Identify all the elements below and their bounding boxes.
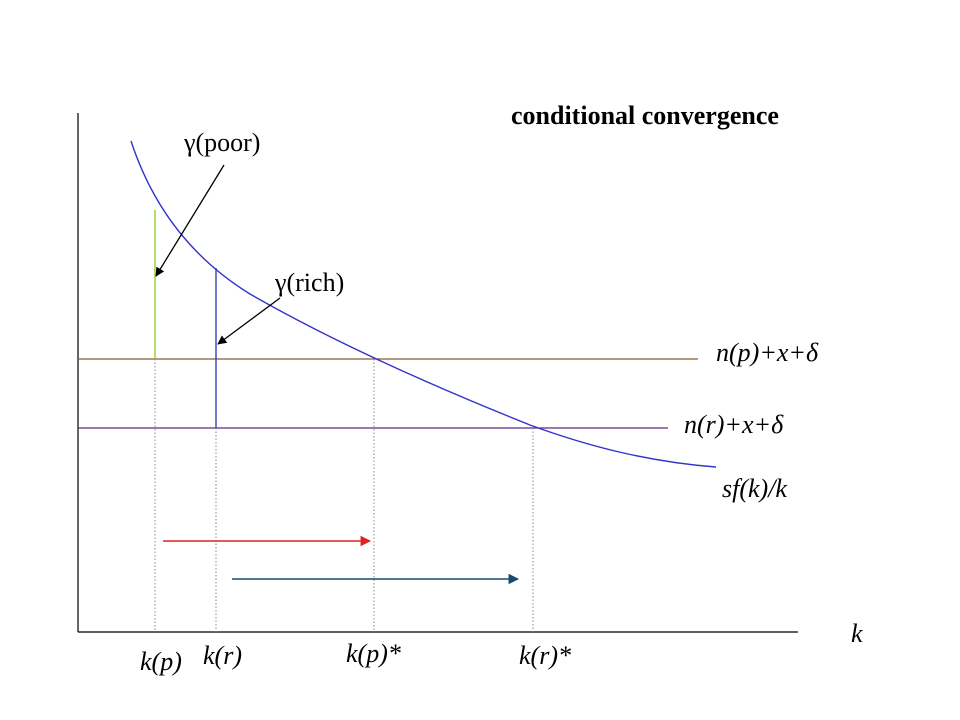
line-label-poor: n(p)+x+δ bbox=[716, 338, 819, 367]
k-label-rich: k(r) bbox=[203, 641, 242, 670]
growth-label-rich: γ(rich) bbox=[274, 268, 344, 297]
line-label-rich: n(r)+x+δ bbox=[684, 410, 784, 439]
pointer-arrow-rich bbox=[217, 297, 281, 345]
growth-label-poor: γ(poor) bbox=[183, 128, 260, 157]
sfk-curve bbox=[130, 140, 717, 468]
k-label-rich-star: k(r)* bbox=[519, 641, 571, 670]
diagram-title: conditional convergence bbox=[511, 101, 779, 130]
k-label-poor: k(p) bbox=[140, 647, 182, 676]
curve-label: sf(k)/k bbox=[722, 474, 787, 503]
pointer-arrow-poor bbox=[155, 164, 225, 277]
x-axis-label: k bbox=[851, 619, 863, 648]
k-label-poor-star: k(p)* bbox=[346, 639, 401, 668]
